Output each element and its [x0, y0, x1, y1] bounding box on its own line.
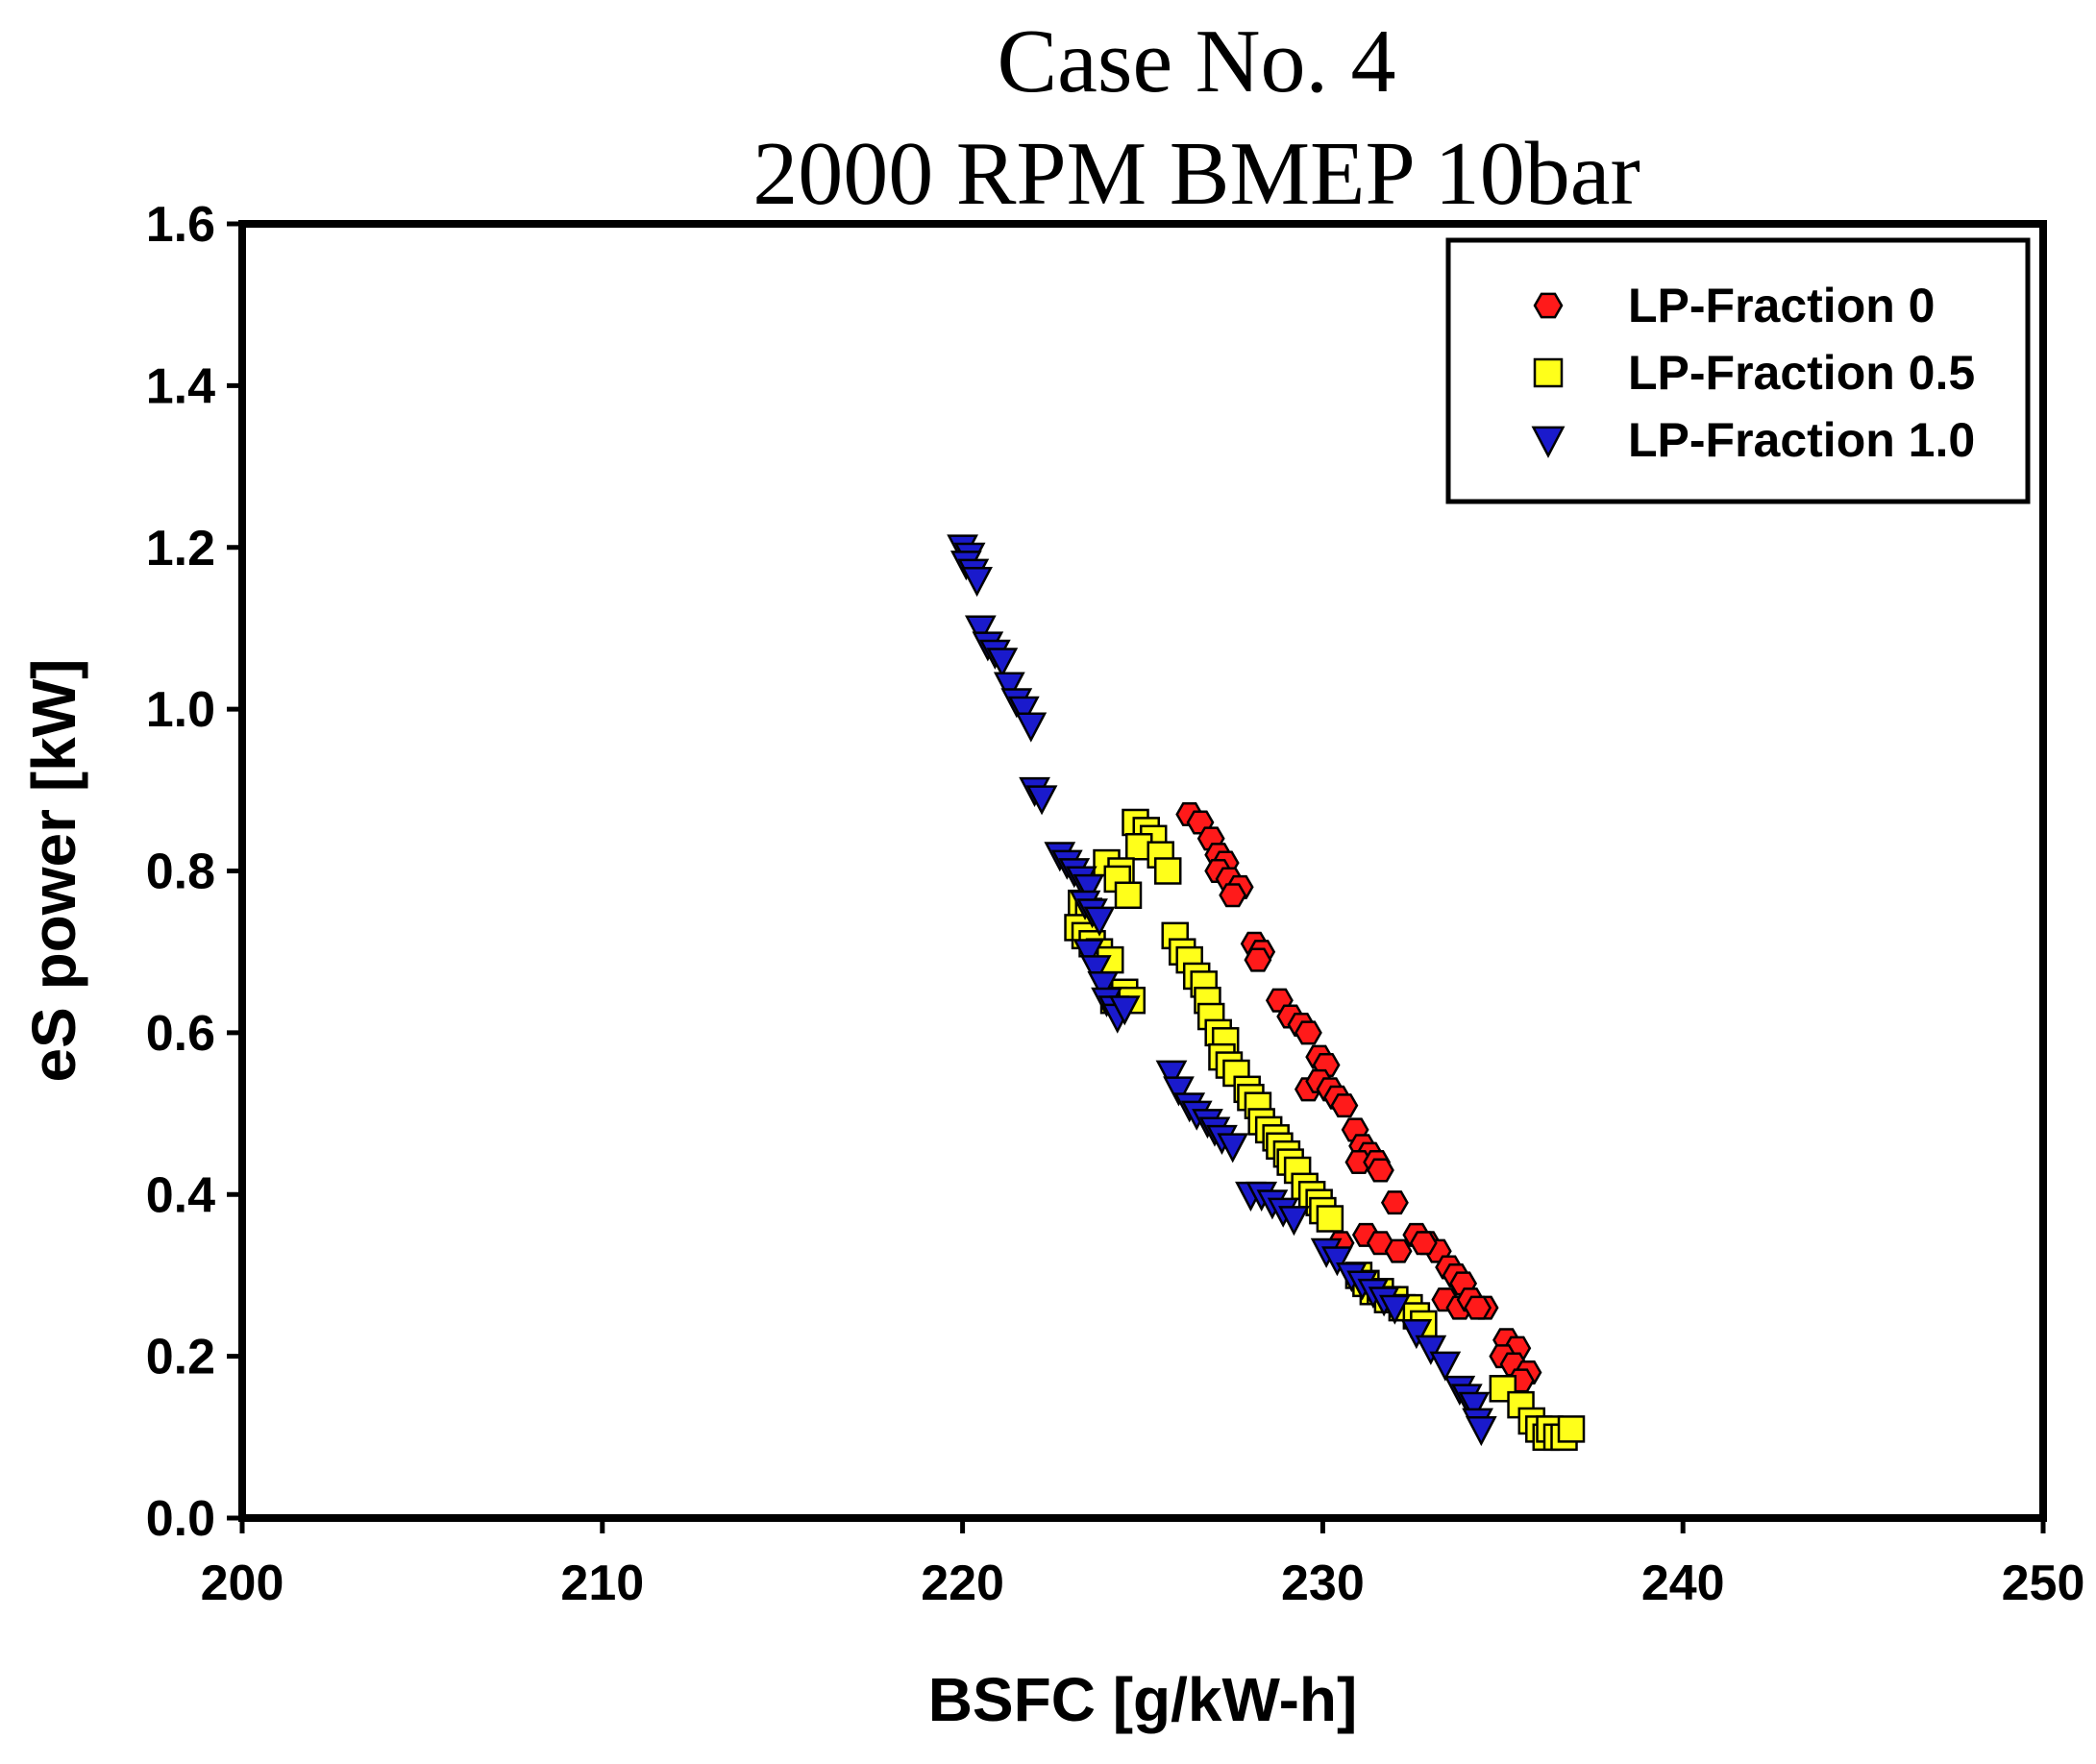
data-point: [1025, 785, 1058, 816]
data-point: [1087, 970, 1120, 1002]
x-axis-label: BSFC [g/kW-h]: [928, 1665, 1358, 1734]
y-tick-label: 0.0: [146, 1491, 215, 1547]
data-point: [1344, 1150, 1373, 1175]
data-point: [1153, 857, 1182, 885]
data-point: [1073, 939, 1105, 969]
y-tick-label: 1.2: [146, 521, 215, 576]
y-axis-label: eS power [kW]: [19, 659, 88, 1083]
data-point: [1222, 1059, 1250, 1088]
data-point: [1108, 995, 1141, 1026]
chart-title: Case No. 4: [997, 12, 1395, 111]
y-tick-label: 0.4: [146, 1167, 215, 1223]
data-point: [1294, 1020, 1322, 1045]
legend-label: LP-Fraction 0.5: [1628, 346, 1975, 400]
data-point: [1465, 1415, 1497, 1447]
legend-label: LP-Fraction 1.0: [1628, 413, 1975, 467]
chart-subtitle: 2000 RPM BMEP 10bar: [752, 124, 1640, 224]
data-point: [1083, 906, 1116, 937]
data-point: [1380, 1190, 1409, 1215]
data-point: [1316, 1205, 1344, 1233]
data-points: [947, 534, 1586, 1452]
legend-label: LP-Fraction 0: [1628, 279, 1935, 332]
x-axis: 200 210 220 230 240 250: [201, 1518, 2085, 1611]
data-point: [964, 615, 997, 646]
x-tick-label: 240: [1641, 1556, 1725, 1611]
y-tick-label: 1.0: [146, 682, 215, 738]
data-point: [1079, 955, 1112, 986]
legend: LP-Fraction 0 LP-Fraction 0.5 LP-Fraction …: [1445, 237, 2031, 504]
x-tick-label: 250: [2002, 1556, 2085, 1611]
legend-marker: [1533, 357, 1564, 388]
data-point: [1114, 881, 1143, 910]
data-point: [1415, 1335, 1447, 1365]
data-point: [993, 672, 1025, 702]
series-3: [947, 534, 1497, 1447]
data-point: [1366, 1158, 1394, 1183]
data-point: [1163, 1076, 1195, 1107]
legend-marker: [1531, 426, 1566, 458]
x-tick-label: 230: [1281, 1556, 1365, 1611]
data-point: [1458, 1391, 1491, 1422]
data-point: [1378, 1294, 1411, 1325]
data-point: [1464, 1295, 1492, 1320]
data-point: [1073, 873, 1105, 905]
data-point: [961, 567, 993, 598]
y-tick-label: 1.6: [146, 197, 215, 253]
data-point: [1278, 1206, 1310, 1237]
y-axis: 0.0 0.2 0.4 0.6 0.8 1.0 1.2 1.4 1.6: [146, 197, 242, 1547]
y-tick-label: 1.4: [146, 358, 215, 414]
data-point: [1015, 712, 1048, 743]
data-point: [1384, 1238, 1413, 1263]
data-point: [1007, 696, 1040, 726]
data-point: [1409, 1231, 1438, 1256]
y-tick-label: 0.6: [146, 1006, 215, 1062]
data-point: [1429, 1351, 1462, 1382]
data-point: [1155, 1060, 1188, 1090]
data-point: [1400, 1318, 1433, 1350]
data-point: [986, 648, 1019, 678]
legend-marker: [1533, 292, 1564, 319]
y-tick-label: 0.8: [146, 845, 215, 900]
x-tick-label: 200: [201, 1556, 284, 1611]
y-tick-label: 0.2: [146, 1330, 215, 1385]
x-tick-label: 210: [560, 1556, 644, 1611]
data-point: [1321, 1246, 1353, 1277]
data-point: [1557, 1415, 1586, 1443]
x-tick-label: 220: [921, 1556, 1004, 1611]
data-point: [1217, 1133, 1249, 1164]
data-point: [1244, 947, 1272, 972]
data-point: [1330, 1093, 1359, 1118]
data-point: [1219, 883, 1247, 908]
